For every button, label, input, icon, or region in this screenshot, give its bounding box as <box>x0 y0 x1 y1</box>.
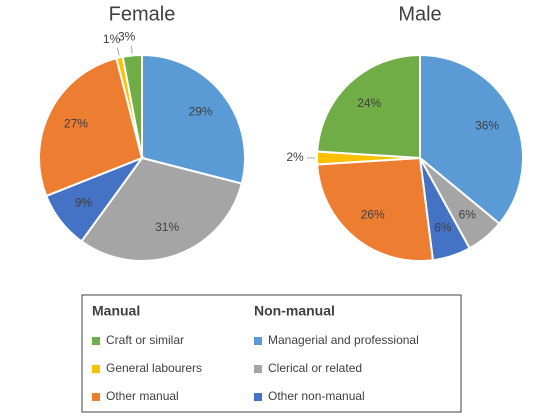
pie-slice <box>316 156 435 262</box>
legend-label: Clerical or related <box>268 361 362 375</box>
legend-label: Craft or similar <box>106 333 184 347</box>
legend-label: General labourers <box>106 361 202 375</box>
data-label: 29% <box>189 105 213 119</box>
legend-box <box>81 294 462 413</box>
data-label: 2% <box>286 150 304 164</box>
pie-slice <box>316 53 421 160</box>
pie-slice <box>80 156 243 262</box>
data-label: 27% <box>64 117 88 131</box>
leader-line <box>130 45 133 54</box>
legend-swatch <box>254 365 262 373</box>
legend-swatch <box>254 337 262 345</box>
data-label: 3% <box>118 30 136 44</box>
data-label: 26% <box>361 207 385 221</box>
legend-swatch <box>254 393 262 401</box>
legend-group-title: Non-manual <box>254 303 335 319</box>
chart-title: Female <box>109 3 176 25</box>
legend-label: Other manual <box>106 389 179 403</box>
legend-label: Managerial and professional <box>268 333 419 347</box>
data-label: 6% <box>459 207 477 221</box>
legend-group-title: Manual <box>92 303 140 319</box>
data-label: 1% <box>103 32 121 46</box>
legend-swatch <box>92 337 100 345</box>
data-label: 31% <box>155 220 179 234</box>
pie-slice <box>38 57 144 198</box>
leader-line <box>116 47 120 56</box>
legend-swatch <box>92 365 100 373</box>
pie-slice <box>121 53 143 159</box>
legend-label: Other non-manual <box>268 389 365 403</box>
data-label: 9% <box>75 196 93 210</box>
data-label: 6% <box>434 221 452 235</box>
legend-swatch <box>92 393 100 401</box>
data-label: 36% <box>475 119 499 133</box>
chart-title: Male <box>398 3 441 25</box>
pie-slice <box>419 53 524 226</box>
pie-slice <box>141 53 246 185</box>
data-label: 24% <box>357 96 381 110</box>
